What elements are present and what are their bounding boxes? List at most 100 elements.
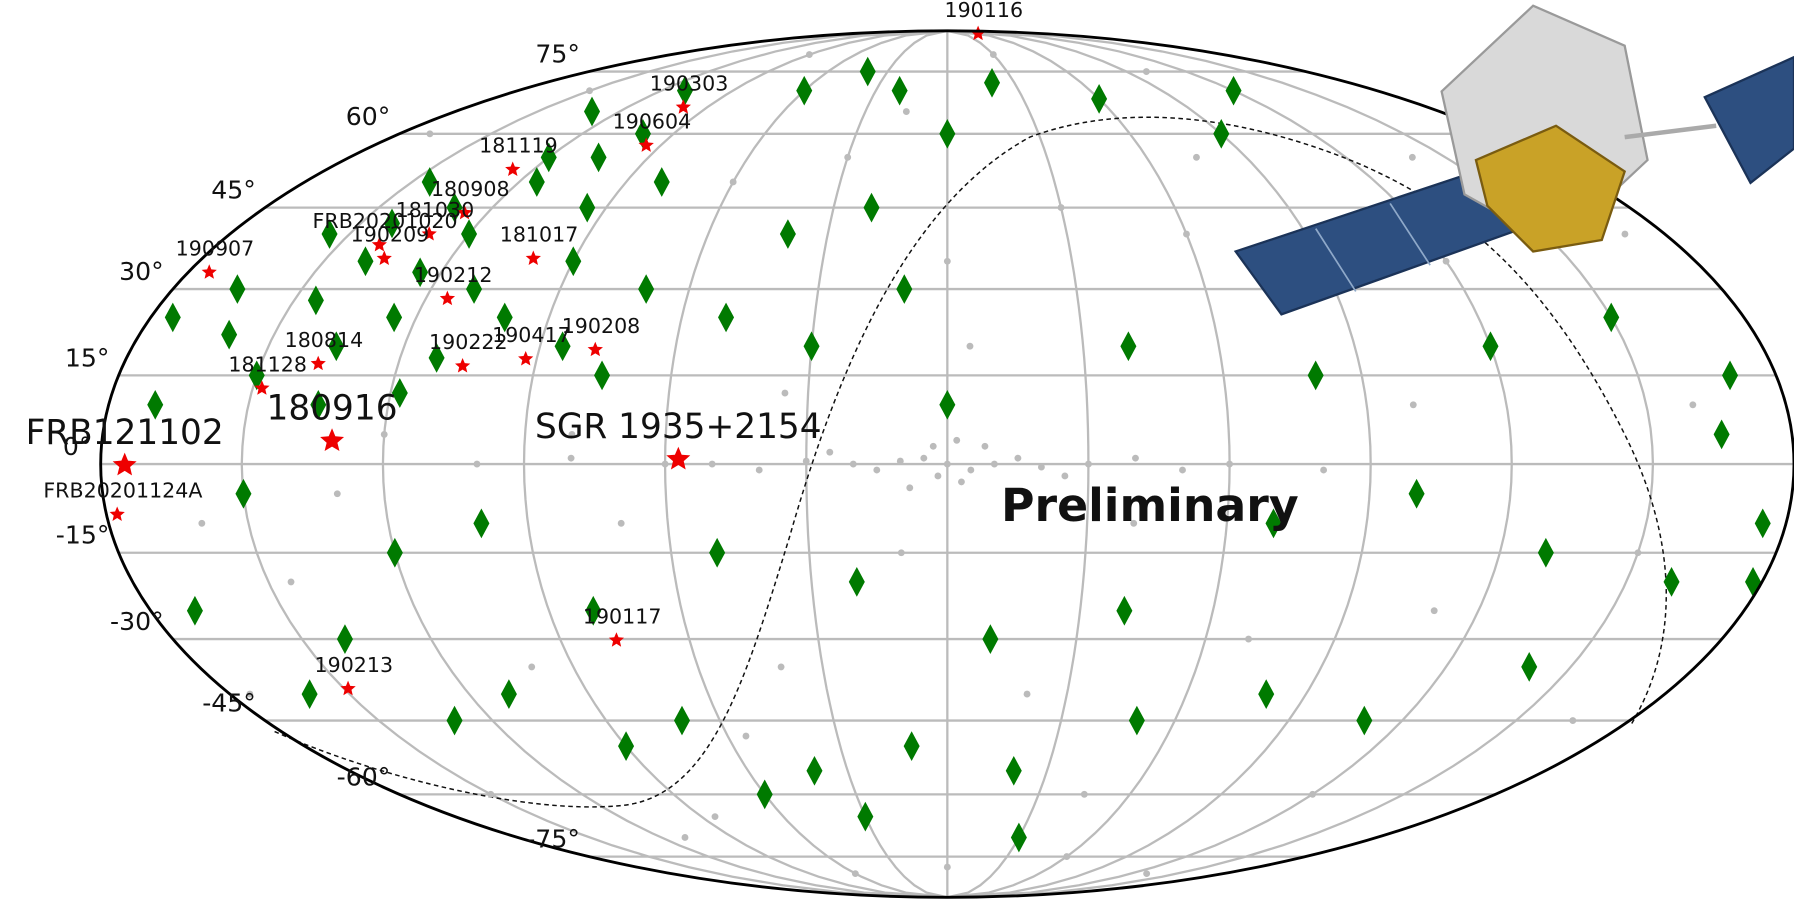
catalog-point xyxy=(958,478,965,486)
diamond-point xyxy=(653,167,670,197)
diamond-point xyxy=(859,56,876,87)
source-star xyxy=(254,380,270,395)
panel-seam xyxy=(1315,228,1357,292)
annotation: Preliminary xyxy=(1001,479,1299,532)
catalog-point xyxy=(929,442,937,450)
y-tick-label: 15° xyxy=(65,343,110,372)
diamond-point xyxy=(473,508,490,539)
y-tick-label: 75° xyxy=(535,40,580,69)
catalog-point xyxy=(1320,466,1328,474)
diamond-point xyxy=(357,246,374,277)
diamond-point xyxy=(1521,652,1538,682)
source-star xyxy=(608,632,625,647)
catalog-point xyxy=(1132,454,1139,462)
satellite xyxy=(1233,4,1794,316)
catalog-point xyxy=(380,430,388,438)
source-label: 180908 xyxy=(431,177,510,201)
catalog-point xyxy=(1409,401,1417,409)
diamond-point xyxy=(412,257,429,288)
catalog-point xyxy=(943,863,951,871)
catalog-point xyxy=(711,813,719,821)
catalog-point xyxy=(755,466,763,474)
source-label: FRB121102 xyxy=(26,413,224,453)
diamond-point xyxy=(1307,360,1324,391)
diamond-point xyxy=(1537,537,1554,568)
catalog-point xyxy=(1023,690,1031,698)
catalog-point xyxy=(586,87,594,95)
catalog-point xyxy=(708,460,716,468)
y-tick-label: -15° xyxy=(56,521,110,550)
source-label: FRB20201124A xyxy=(43,479,202,503)
diamond-point xyxy=(147,389,164,420)
catalog-point xyxy=(802,457,810,465)
catalog-point xyxy=(1634,549,1642,557)
diamond-point xyxy=(328,331,345,362)
catalog-point xyxy=(661,460,669,468)
diamond-point xyxy=(1120,331,1137,362)
catalog-point xyxy=(849,460,857,468)
diamond-point xyxy=(891,75,908,106)
catalog-point xyxy=(953,436,961,444)
diamond-point xyxy=(1005,755,1022,786)
catalog-point xyxy=(943,257,951,265)
catalog-point xyxy=(943,460,951,468)
diamond-point xyxy=(618,731,635,762)
catalog-point xyxy=(487,790,495,798)
diamond-point xyxy=(579,192,596,223)
y-tick-label: -45° xyxy=(202,689,256,718)
catalog-point xyxy=(906,484,914,492)
y-tick-label: -30° xyxy=(110,607,164,636)
catalog-point xyxy=(567,454,575,462)
source-star xyxy=(505,161,521,177)
diamond-point xyxy=(939,118,956,149)
source-label: 190209 xyxy=(351,223,430,247)
diamond-point xyxy=(634,118,651,149)
source-star xyxy=(371,236,387,252)
catalog-point xyxy=(844,153,852,161)
diamond-point xyxy=(673,705,691,736)
diamond-point xyxy=(1091,83,1108,114)
catalog-point xyxy=(473,460,481,468)
catalog-point xyxy=(781,389,789,397)
diamond-point xyxy=(164,302,181,333)
diamond-point xyxy=(1128,705,1145,736)
diamond-point xyxy=(718,302,735,333)
diamond-point xyxy=(903,731,920,762)
source-star xyxy=(638,137,654,152)
catalog-point xyxy=(990,460,998,468)
diamond-point xyxy=(1722,360,1739,391)
source-label: 180916 xyxy=(267,389,398,429)
catalog-point xyxy=(873,466,881,474)
diamond-point xyxy=(186,595,203,626)
source-star xyxy=(376,250,392,265)
catalog-point xyxy=(1245,635,1252,643)
catalog-point xyxy=(528,663,536,671)
diamond-point xyxy=(446,192,463,223)
source-star xyxy=(201,264,217,279)
catalog-point xyxy=(1014,454,1022,462)
source-star xyxy=(320,428,345,452)
diamond-point xyxy=(638,274,655,304)
source-label: 190116 xyxy=(944,0,1023,22)
diamond-point xyxy=(1745,567,1762,597)
diamond-point xyxy=(383,208,401,239)
diamond-point xyxy=(857,801,874,832)
diamond-point xyxy=(803,331,820,362)
source-star xyxy=(455,357,471,373)
diamond-point xyxy=(307,285,324,316)
catalog-point xyxy=(1037,463,1045,471)
source-label: 190213 xyxy=(315,653,394,677)
diamond-point xyxy=(756,779,773,810)
diamond-point xyxy=(1713,419,1730,450)
y-tick-label: -60° xyxy=(337,762,391,791)
source-star xyxy=(970,25,986,41)
catalog-point xyxy=(1085,460,1092,468)
catalog-point xyxy=(1142,68,1150,75)
diamond-point xyxy=(336,624,353,654)
diamond-point xyxy=(386,302,403,333)
y-tick-label: 60° xyxy=(346,102,391,131)
source-star xyxy=(518,351,534,366)
catalog-point xyxy=(1080,790,1088,798)
source-star xyxy=(109,506,125,521)
